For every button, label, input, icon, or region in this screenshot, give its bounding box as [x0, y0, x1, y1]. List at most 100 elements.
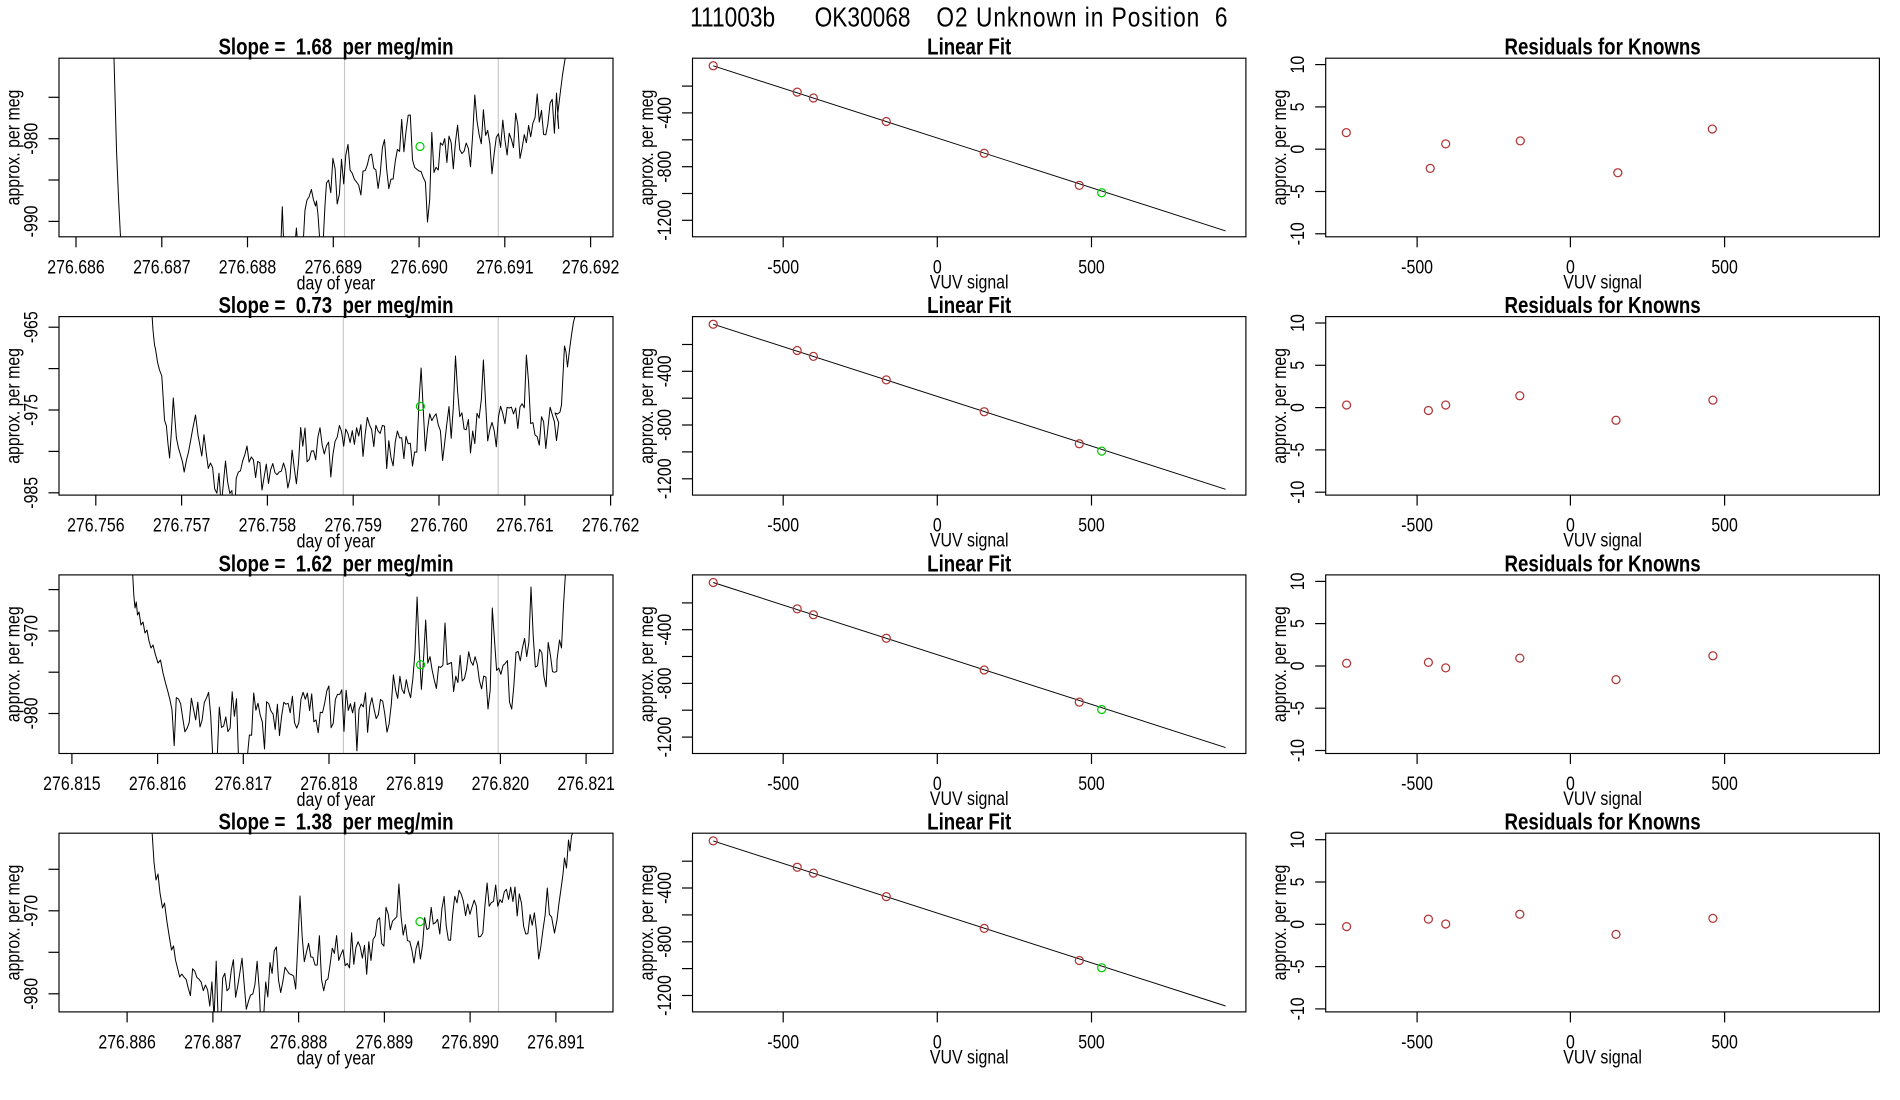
svg-text:276.688: 276.688 [219, 256, 277, 278]
svg-text:10: 10 [1287, 572, 1309, 590]
svg-text:276.886: 276.886 [98, 1031, 156, 1053]
svg-text:0: 0 [1287, 661, 1309, 670]
svg-text:0: 0 [933, 773, 942, 795]
svg-text:0: 0 [1566, 514, 1575, 536]
svg-text:approx. per meg: approx. per meg [1269, 606, 1291, 722]
svg-text:Residuals for Knowns: Residuals for Knowns [1505, 552, 1701, 577]
svg-text:-400: -400 [654, 355, 676, 387]
svg-text:approx. per meg: approx. per meg [1269, 90, 1291, 206]
svg-text:276.816: 276.816 [129, 773, 187, 795]
svg-text:VUV signal: VUV signal [1563, 1046, 1642, 1068]
svg-text:5: 5 [1287, 877, 1309, 886]
svg-text:276.691: 276.691 [476, 256, 533, 278]
svg-text:approx. per meg: approx. per meg [635, 90, 657, 206]
svg-text:276.817: 276.817 [215, 773, 272, 795]
svg-text:-800: -800 [654, 926, 676, 958]
svg-text:500: 500 [1711, 1031, 1738, 1053]
svg-text:OK30068: OK30068 [815, 2, 911, 33]
svg-text:-500: -500 [1401, 256, 1433, 278]
svg-text:Residuals for Knowns: Residuals for Knowns [1505, 810, 1701, 835]
svg-text:-985: -985 [20, 477, 42, 509]
svg-text:276.820: 276.820 [472, 773, 530, 795]
svg-text:276.759: 276.759 [324, 514, 382, 536]
svg-text:0: 0 [933, 1031, 942, 1053]
svg-text:500: 500 [1078, 514, 1105, 536]
svg-text:-800: -800 [654, 151, 676, 183]
svg-text:approx. per meg: approx. per meg [635, 606, 657, 722]
svg-text:-990: -990 [20, 205, 42, 237]
svg-text:0: 0 [1287, 145, 1309, 154]
svg-text:276.756: 276.756 [67, 514, 125, 536]
svg-text:-5: -5 [1287, 959, 1309, 973]
svg-text:-965: -965 [20, 311, 42, 343]
svg-text:-500: -500 [767, 514, 799, 536]
svg-text:-980: -980 [20, 697, 42, 729]
svg-text:276.819: 276.819 [386, 773, 444, 795]
svg-text:-500: -500 [767, 773, 799, 795]
svg-text:-5: -5 [1287, 184, 1309, 198]
svg-text:day of year: day of year [297, 789, 376, 811]
svg-text:0: 0 [1566, 773, 1575, 795]
svg-text:276.689: 276.689 [305, 256, 363, 278]
svg-text:VUV signal: VUV signal [1563, 271, 1642, 293]
svg-text:-1200: -1200 [654, 975, 676, 1016]
svg-text:-400: -400 [654, 872, 676, 904]
svg-text:approx. per meg: approx. per meg [635, 865, 657, 981]
svg-text:276.889: 276.889 [356, 1031, 414, 1053]
svg-text:approx. per meg: approx. per meg [2, 606, 24, 722]
svg-text:Slope = 1.38 per meg/min: Slope = 1.38 per meg/min [218, 810, 453, 835]
svg-text:Linear Fit: Linear Fit [927, 35, 1011, 60]
svg-text:-975: -975 [20, 394, 42, 426]
svg-text:Slope = 1.62 per meg/min: Slope = 1.62 per meg/min [218, 552, 453, 577]
svg-text:-500: -500 [1401, 773, 1433, 795]
svg-text:-10: -10 [1287, 222, 1309, 245]
svg-text:276.890: 276.890 [441, 1031, 499, 1053]
svg-text:276.757: 276.757 [153, 514, 210, 536]
svg-text:276.687: 276.687 [133, 256, 190, 278]
svg-text:10: 10 [1287, 831, 1309, 849]
svg-text:approx. per meg: approx. per meg [2, 865, 24, 981]
svg-text:276.692: 276.692 [562, 256, 619, 278]
svg-text:10: 10 [1287, 56, 1309, 74]
svg-text:-500: -500 [767, 256, 799, 278]
svg-text:-10: -10 [1287, 481, 1309, 504]
svg-text:-980: -980 [20, 978, 42, 1010]
svg-text:500: 500 [1711, 256, 1738, 278]
svg-text:111003b: 111003b [690, 2, 775, 33]
svg-text:approx. per meg: approx. per meg [1269, 348, 1291, 464]
svg-text:VUV signal: VUV signal [930, 529, 1009, 551]
svg-text:-5: -5 [1287, 701, 1309, 715]
svg-text:-1200: -1200 [654, 717, 676, 758]
svg-text:5: 5 [1287, 102, 1309, 111]
svg-text:500: 500 [1711, 773, 1738, 795]
svg-text:-970: -970 [20, 895, 42, 927]
svg-text:0: 0 [1566, 256, 1575, 278]
svg-text:0: 0 [1287, 920, 1309, 929]
svg-text:276.821: 276.821 [557, 773, 614, 795]
svg-text:O2 Unknown in Position 6: O2 Unknown in Position 6 [936, 2, 1228, 33]
svg-text:Linear Fit: Linear Fit [927, 293, 1011, 318]
svg-text:500: 500 [1078, 256, 1105, 278]
svg-text:276.888: 276.888 [270, 1031, 328, 1053]
svg-text:276.818: 276.818 [300, 773, 358, 795]
svg-text:276.887: 276.887 [184, 1031, 241, 1053]
svg-text:approx. per meg: approx. per meg [1269, 865, 1291, 981]
svg-text:0: 0 [1566, 1031, 1575, 1053]
svg-text:-800: -800 [654, 409, 676, 441]
svg-text:Slope = 0.73 per meg/min: Slope = 0.73 per meg/min [218, 293, 453, 318]
svg-text:5: 5 [1287, 361, 1309, 370]
svg-text:276.690: 276.690 [390, 256, 448, 278]
svg-text:276.815: 276.815 [43, 773, 101, 795]
svg-text:276.760: 276.760 [410, 514, 468, 536]
svg-text:276.761: 276.761 [496, 514, 553, 536]
svg-text:5: 5 [1287, 619, 1309, 628]
svg-text:day of year: day of year [297, 530, 376, 552]
svg-text:0: 0 [1287, 403, 1309, 412]
svg-text:day of year: day of year [297, 272, 376, 294]
svg-text:-500: -500 [767, 1031, 799, 1053]
svg-text:VUV signal: VUV signal [1563, 529, 1642, 551]
svg-text:-5: -5 [1287, 443, 1309, 457]
svg-text:Linear Fit: Linear Fit [927, 810, 1011, 835]
svg-text:Slope = 1.68 per meg/min: Slope = 1.68 per meg/min [218, 35, 453, 60]
svg-text:-1200: -1200 [654, 458, 676, 499]
